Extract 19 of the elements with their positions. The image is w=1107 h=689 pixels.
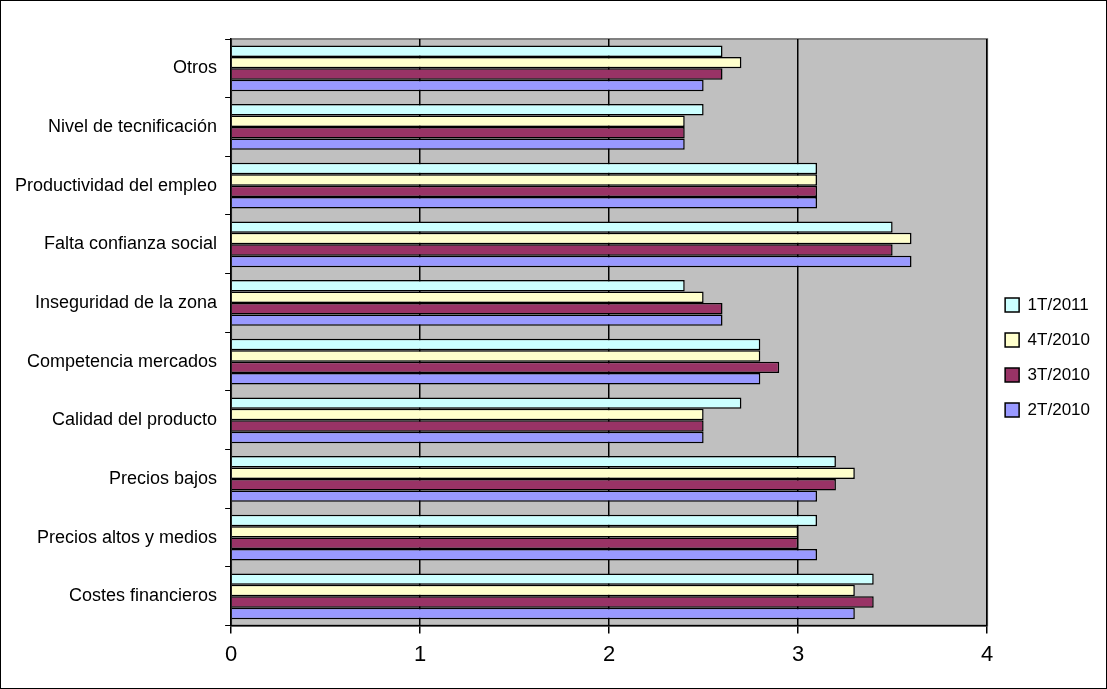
y-tick-label: Costes financieros — [69, 585, 218, 606]
y-tick-label: Otros — [173, 57, 218, 78]
y-tick-label: Competencia mercados — [27, 350, 218, 371]
x-tick-label: 1 — [414, 640, 427, 666]
y-tick-label: Nivel de tecnificación — [48, 115, 218, 136]
legend-label: 4T/2010 — [1027, 329, 1091, 349]
y-tick-label: Productividad del empleo — [15, 174, 218, 195]
y-tick-label: Calidad del producto — [52, 409, 218, 430]
y-tick-label: Precios bajos — [109, 467, 218, 488]
legend-label: 3T/2010 — [1027, 364, 1091, 384]
x-tick-label: 0 — [225, 640, 238, 666]
y-tick-label: Precios altos y medios — [37, 526, 218, 547]
x-tick-label: 4 — [980, 640, 994, 666]
y-tick-label: Inseguridad de la zona — [34, 291, 219, 312]
x-tick-label: 2 — [603, 640, 616, 666]
x-tick-label: 3 — [792, 640, 805, 666]
y-tick-label: Falta confianza social — [44, 233, 218, 254]
legend-label: 2T/2010 — [1027, 399, 1091, 419]
legend-label: 1T/2011 — [1027, 294, 1089, 314]
